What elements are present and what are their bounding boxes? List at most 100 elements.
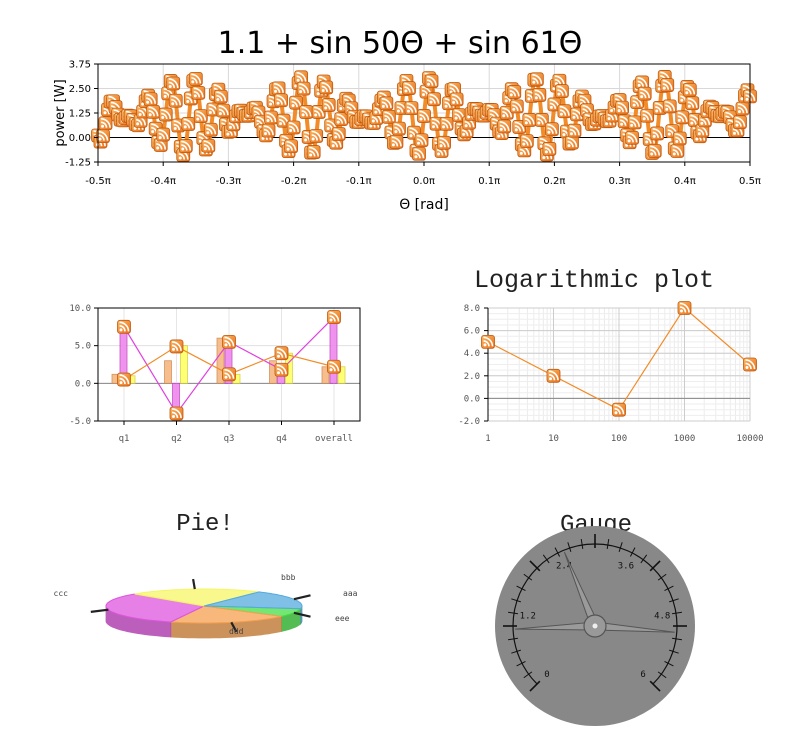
gauge-tick [606, 539, 610, 550]
gauge-tick [629, 547, 636, 557]
sine-chart-y-ticks: -1.25 0.00 1.25 2.50 3.75 [65, 60, 98, 169]
sine-y-tick-label: 2.50 [69, 84, 91, 95]
sine-x-tick-label: -0.5π [85, 176, 111, 187]
sine-point-marker [529, 72, 545, 87]
sine-chart-title: 1.1 + sin 50Θ + sin 61Θ [218, 26, 583, 61]
bar [216, 337, 225, 384]
sine-point-marker [416, 108, 432, 124]
sine-point-marker [165, 76, 181, 91]
bar [337, 366, 346, 384]
sine-x-tick-label: 0.5π [739, 176, 761, 187]
sine-point-marker [216, 103, 231, 118]
sine-y-tick-label: 1.25 [69, 109, 91, 120]
sine-x-tick-label: 0.4π [674, 176, 696, 187]
bar-chart-x-ticks: q1 q2 q3 q4 overall [119, 421, 353, 444]
sine-x-tick-label: 0.1π [478, 176, 500, 187]
sine-point-marker [637, 86, 652, 101]
sine-point-marker [439, 116, 454, 132]
log-y-tick-label: 4.0 [464, 349, 480, 359]
sine-point-marker [155, 127, 171, 142]
bar-x-tick-label: q2 [171, 434, 182, 444]
sine-point-marker [411, 146, 427, 162]
sine-chart-x-label: Θ [rad] [399, 197, 449, 213]
log-x-tick-label: 10000 [736, 434, 763, 444]
sine-point-marker [672, 131, 688, 146]
sine-point-marker [273, 92, 289, 108]
sine-point-marker [201, 138, 216, 154]
sine-point-marker [414, 132, 429, 148]
bar [164, 360, 172, 384]
bar-point-marker [221, 334, 237, 350]
sine-point-marker [542, 141, 557, 157]
sine-point-marker [389, 134, 404, 150]
gauge-tick [657, 573, 667, 581]
sine-point-marker [143, 91, 158, 107]
gauge-tick-label: 0 [544, 670, 549, 680]
sine-point-marker [178, 138, 194, 154]
gauge-tick [508, 637, 519, 641]
bar-point-marker [169, 406, 184, 421]
sine-point-marker [331, 126, 347, 142]
log-chart-grid [487, 307, 751, 422]
sine-point-marker [436, 135, 452, 151]
sine-point-marker [554, 83, 570, 99]
sine-point-marker [509, 99, 525, 114]
sine-point-marker [522, 112, 537, 128]
bar-chart-lines [116, 309, 342, 421]
gauge-tick [542, 554, 550, 564]
sine-point-marker [379, 96, 394, 111]
sine-point-marker [298, 104, 314, 120]
sine-point-marker [193, 108, 209, 124]
pie-leader-line [230, 621, 238, 633]
sine-point-marker [261, 123, 276, 138]
sine-chart: 1.1 + sin 50Θ + sin 61Θ -0.5π -0.4π -0.3π -… [53, 26, 761, 213]
log-point-marker [480, 334, 496, 350]
gauge-tick [567, 542, 572, 552]
sine-chart-x-ticks: -0.5π -0.4π -0.3π -0.2π -0.1π 0.0π 0.1π 0.2π 0.3… [85, 162, 761, 187]
sine-point-marker [145, 104, 161, 120]
log-x-tick-label: 100 [611, 434, 627, 444]
sine-point-marker [732, 114, 748, 130]
log-x-tick-label: 10 [548, 434, 559, 444]
log-point-marker [611, 402, 627, 418]
sine-point-marker [424, 73, 439, 89]
pie-chart-slices: aaa bbb ccc ddd eee [54, 573, 358, 639]
gauge-tick [618, 542, 623, 552]
sine-point-marker [318, 80, 334, 95]
sine-point-marker [449, 92, 464, 107]
sine-point-marker [544, 121, 560, 137]
bar-chart: q1 q2 q3 q4 overall -5.0 0.0 5.0 10.0 [69, 304, 361, 444]
gauge-tick [671, 637, 682, 641]
bar-point-marker [169, 339, 184, 354]
bar-x-tick-label: q3 [224, 434, 235, 444]
gauge-tick [669, 598, 679, 603]
log-chart-series [480, 300, 758, 418]
sine-point-marker [391, 121, 407, 136]
sine-point-marker [669, 143, 685, 159]
gauge-tick [649, 680, 661, 692]
sine-point-marker [662, 99, 678, 114]
bar-x-tick-label: overall [315, 434, 353, 444]
bar-y-tick-label: 5.0 [75, 342, 91, 352]
sine-point-marker [283, 138, 299, 154]
sine-x-tick-label: 0.2π [543, 176, 565, 187]
pie-slice-label: aaa [343, 589, 358, 598]
sine-x-tick-label: -0.3π [216, 176, 242, 187]
sine-point-marker [735, 101, 750, 116]
gauge-tick [664, 585, 674, 592]
sine-point-marker [203, 122, 219, 138]
bar [180, 345, 188, 384]
pie-leader-line [293, 594, 311, 601]
bar-y-tick-label: 10.0 [69, 304, 91, 314]
sine-point-marker [506, 84, 522, 100]
pie-slice-label: ccc [54, 589, 69, 598]
sine-point-marker [627, 115, 642, 130]
sine-point-marker [685, 95, 700, 111]
gauge-dial: 0 1.2 2.4 3.6 4.8 6 [495, 526, 695, 726]
gauge-tick [529, 560, 541, 572]
log-chart-x-ticks: 1 10 100 1000 10000 [485, 434, 763, 444]
sine-point-marker [180, 116, 196, 132]
sine-x-tick-label: -0.2π [281, 176, 307, 187]
